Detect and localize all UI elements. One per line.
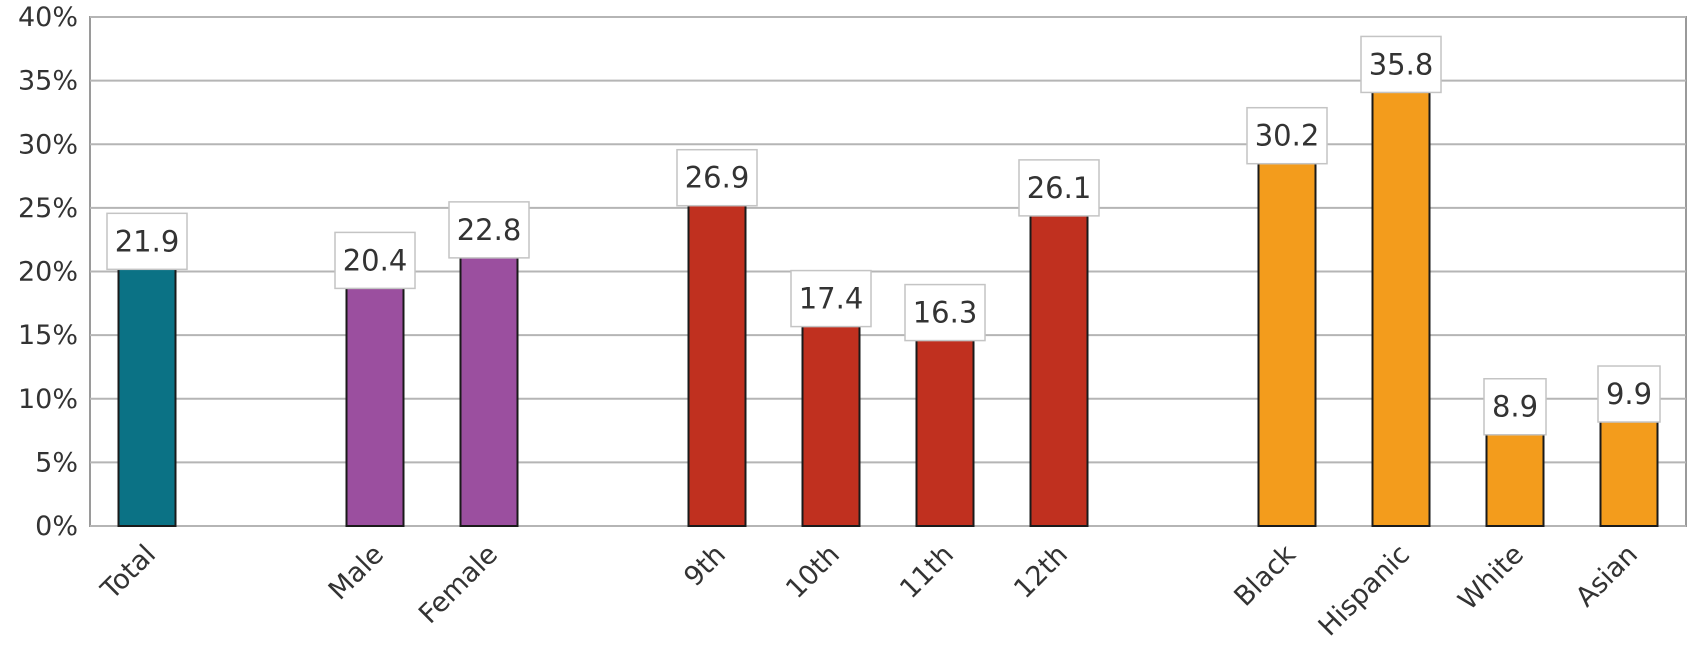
data-label-10th: 17.4 (790, 269, 872, 328)
data-label-box (1018, 159, 1100, 217)
data-label-box (1597, 365, 1661, 423)
x-axis: Total Male Female 9th 10th 11th 12th Black Hispa… (95, 539, 1644, 642)
x-tick-label: Asian (1570, 539, 1644, 613)
data-label-text: 35.8 (1369, 47, 1434, 81)
bar-total (117, 246, 177, 527)
bar-9th (687, 182, 747, 527)
data-label-text: 8.9 (1492, 390, 1538, 424)
data-label-asian: 9.9 (1597, 365, 1661, 423)
y-tick-label: 25% (18, 193, 78, 224)
data-label-box (1483, 377, 1547, 436)
bars (117, 69, 1659, 528)
x-tick-label: Total (95, 539, 162, 606)
x-tick-label: Male (323, 539, 390, 606)
y-tick-label: 20% (18, 257, 78, 288)
data-label-box (1246, 106, 1328, 165)
data-label-text: 9.9 (1606, 377, 1652, 411)
data-label-hispanic: 35.8 (1360, 35, 1442, 94)
data-label-box (334, 231, 416, 290)
bar-male (345, 265, 405, 527)
data-label-text: 22.8 (457, 213, 522, 247)
x-tick-label: 9th (678, 539, 732, 593)
y-tick-label: 5% (35, 447, 78, 478)
y-tick-label: 30% (18, 129, 78, 160)
data-label-white: 8.9 (1483, 377, 1547, 436)
data-label-box (676, 148, 758, 207)
data-label-text: 20.4 (343, 243, 408, 277)
y-tick-label: 15% (18, 320, 78, 351)
bar-black (1257, 140, 1317, 528)
data-label-text: 30.2 (1255, 119, 1320, 153)
bar-female (459, 234, 519, 527)
x-tick-label: Black (1228, 539, 1302, 613)
data-label-box (448, 201, 530, 259)
gridlines (89, 16, 1687, 527)
data-labels: 21.9 20.4 22.8 26.9 17.4 16.3 26.1 30.2 35.8 8.9 9… (106, 35, 1661, 436)
data-label-11th: 16.3 (904, 283, 986, 342)
x-tick-label: 10th (780, 539, 846, 605)
data-label-text: 17.4 (799, 282, 864, 316)
data-label-12th: 26.1 (1018, 159, 1100, 217)
data-label-female: 22.8 (448, 201, 530, 259)
data-label-text: 26.1 (1027, 171, 1092, 205)
data-label-total: 21.9 (106, 212, 188, 271)
y-tick-label: 10% (18, 384, 78, 415)
data-label-text: 21.9 (115, 224, 180, 258)
y-tick-label: 0% (35, 511, 78, 542)
data-label-box (106, 212, 188, 271)
bar-12th (1029, 192, 1089, 527)
y-axis: 0% 5% 10% 15% 20% 25% 30% 35% 40% (18, 2, 78, 542)
data-label-box (1360, 35, 1442, 94)
data-label-black: 30.2 (1246, 106, 1328, 165)
data-label-text: 26.9 (685, 161, 750, 195)
x-tick-label: Female (413, 539, 504, 630)
bar-11th (915, 317, 975, 527)
data-label-text: 16.3 (913, 296, 978, 330)
y-tick-label: 35% (18, 66, 78, 97)
data-label-box (904, 283, 986, 342)
data-label-box (790, 269, 872, 328)
x-tick-label: 12th (1008, 539, 1074, 605)
y-tick-label: 40% (18, 2, 78, 33)
x-tick-label: Hispanic (1313, 539, 1416, 642)
x-tick-label: 11th (894, 539, 960, 605)
data-label-male: 20.4 (334, 231, 416, 290)
bar-10th (801, 303, 861, 527)
bar-hispanic (1371, 69, 1431, 527)
data-label-9th: 26.9 (676, 148, 758, 207)
x-tick-label: White (1453, 539, 1530, 616)
